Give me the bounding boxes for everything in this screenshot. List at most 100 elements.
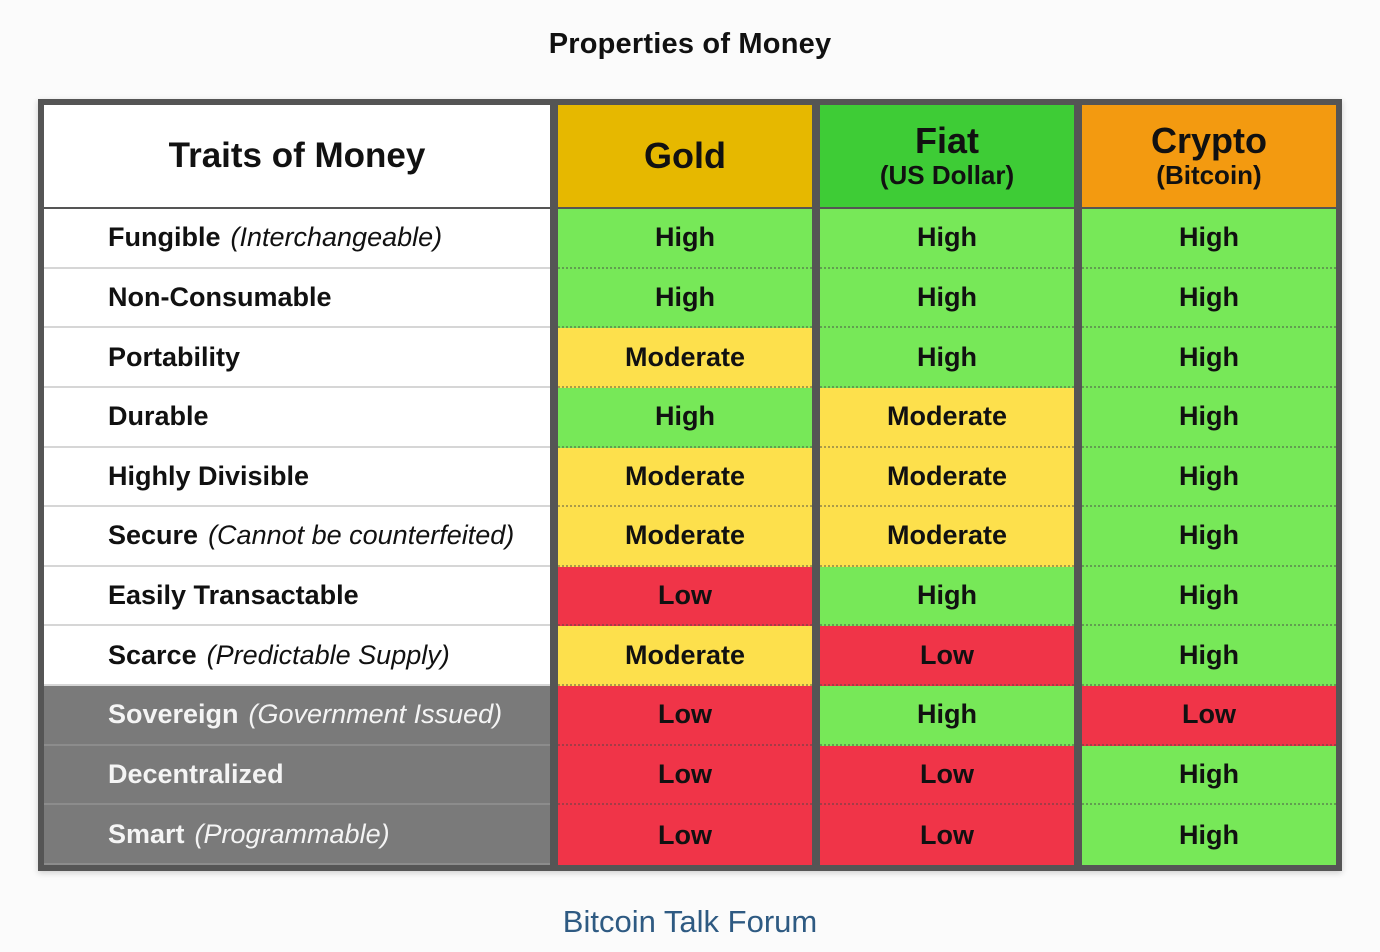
crypto-rating-cell: High xyxy=(1082,566,1336,627)
header-gold-label: Gold xyxy=(644,135,726,176)
image-caption: Bitcoin Talk Forum xyxy=(562,904,818,939)
trait-name: Non-Consumable xyxy=(108,281,332,312)
gold-rating-cell: Moderate xyxy=(558,447,812,508)
gold-rating-label: Low xyxy=(658,580,712,611)
crypto-rating-label: Low xyxy=(1182,699,1236,730)
trait-name: Highly Divisible xyxy=(108,460,310,491)
header-traits-label: Traits of Money xyxy=(168,136,426,175)
trait-name: Portability xyxy=(108,341,241,372)
trait-cell: Secure (Cannot be counterfeited) xyxy=(44,507,550,567)
crypto-rating-cell: High xyxy=(1082,328,1336,388)
crypto-rating-label: High xyxy=(1179,460,1239,491)
trait-cell: Fungible (Interchangeable) xyxy=(44,209,550,269)
fiat-rating-cell: High xyxy=(820,566,1074,627)
gold-rating-cell: High xyxy=(558,209,812,269)
gold-rating-label: Moderate xyxy=(624,341,746,372)
trait-cell: Sovereign (Government Issued) xyxy=(44,686,550,746)
header-crypto: Crypto (Bitcoin) xyxy=(1082,105,1336,209)
header-fiat-label: Fiat xyxy=(914,120,979,161)
fiat-rating-label: Moderate xyxy=(886,460,1008,491)
crypto-rating-label: High xyxy=(1179,819,1239,850)
fiat-rating-label: High xyxy=(917,341,977,372)
crypto-rating-cell: High xyxy=(1082,387,1336,448)
gold-rating-label: Low xyxy=(658,819,712,850)
trait-note: (Interchangeable) xyxy=(230,222,443,253)
gold-rating-cell: Low xyxy=(558,686,812,746)
trait-name: Smart xyxy=(108,818,185,849)
fiat-rating-cell: High xyxy=(820,686,1074,746)
header-fiat-sublabel: (US Dollar) xyxy=(879,160,1015,190)
crypto-rating-label: High xyxy=(1179,401,1239,432)
crypto-rating-cell: High xyxy=(1082,447,1336,508)
fiat-rating-label: Low xyxy=(920,759,974,790)
crypto-rating-cell: High xyxy=(1082,209,1336,269)
trait-cell: Decentralized xyxy=(44,745,550,806)
gold-rating-label: Moderate xyxy=(624,460,746,491)
trait-cell: Easily Transactable xyxy=(44,566,550,627)
properties-table-figure: Traits of Money Gold Fiat (US Dollar) Cr… xyxy=(38,99,1342,871)
gold-rating-cell: High xyxy=(558,387,812,448)
trait-note: (Cannot be counterfeited) xyxy=(208,520,515,551)
crypto-rating-label: High xyxy=(1179,759,1239,790)
trait-name: Decentralized xyxy=(108,759,284,790)
header-crypto-label: Crypto xyxy=(1151,120,1267,161)
fiat-rating-label: Low xyxy=(920,639,974,670)
header-traits: Traits of Money xyxy=(44,105,550,209)
gold-rating-cell: Low xyxy=(558,566,812,627)
crypto-rating-label: High xyxy=(1179,281,1239,312)
fiat-rating-label: Moderate xyxy=(886,520,1008,551)
trait-name: Scarce xyxy=(108,639,197,670)
gold-rating-cell: Low xyxy=(558,745,812,806)
gold-rating-label: Moderate xyxy=(624,639,746,670)
fiat-rating-label: High xyxy=(917,222,977,253)
trait-cell: Portability xyxy=(44,328,550,388)
trait-cell: Scarce (Predictable Supply) xyxy=(44,626,550,687)
header-gold: Gold xyxy=(558,105,812,209)
crypto-rating-label: High xyxy=(1179,580,1239,611)
page-title: Properties of Money xyxy=(548,28,832,60)
header-crypto-sublabel: (Bitcoin) xyxy=(1156,160,1262,190)
trait-name: Easily Transactable xyxy=(108,580,359,611)
crypto-rating-label: High xyxy=(1179,222,1239,253)
trait-note: (Predictable Supply) xyxy=(206,639,450,670)
fiat-rating-label: High xyxy=(917,699,977,730)
trait-name: Secure xyxy=(108,520,199,551)
trait-note: (Government Issued) xyxy=(248,699,503,730)
fiat-rating-cell: High xyxy=(820,209,1074,269)
crypto-rating-cell: High xyxy=(1082,507,1336,567)
trait-name: Sovereign xyxy=(108,699,239,730)
fiat-rating-label: High xyxy=(917,281,977,312)
fiat-rating-cell: Moderate xyxy=(820,507,1074,567)
trait-cell: Durable xyxy=(44,387,550,448)
gold-rating-label: Low xyxy=(658,759,712,790)
trait-name: Fungible xyxy=(108,222,221,253)
gold-rating-cell: Low xyxy=(558,805,812,865)
gold-rating-label: Moderate xyxy=(624,520,746,551)
gold-rating-cell: Moderate xyxy=(558,626,812,687)
gold-rating-label: High xyxy=(655,222,715,253)
crypto-rating-label: High xyxy=(1179,341,1239,372)
fiat-rating-cell: Low xyxy=(820,745,1074,806)
fiat-rating-cell: Moderate xyxy=(820,387,1074,448)
header-fiat: Fiat (US Dollar) xyxy=(820,105,1074,209)
trait-name: Durable xyxy=(108,401,209,432)
gold-rating-label: Low xyxy=(658,699,712,730)
gold-rating-cell: Moderate xyxy=(558,507,812,567)
crypto-rating-label: High xyxy=(1179,639,1239,670)
trait-cell: Non-Consumable xyxy=(44,268,550,329)
trait-cell: Smart (Programmable) xyxy=(44,805,550,865)
gold-rating-cell: High xyxy=(558,268,812,329)
gold-rating-label: High xyxy=(655,281,715,312)
gold-rating-cell: Moderate xyxy=(558,328,812,388)
fiat-rating-cell: Moderate xyxy=(820,447,1074,508)
fiat-rating-cell: High xyxy=(820,328,1074,388)
fiat-rating-cell: Low xyxy=(820,626,1074,687)
crypto-rating-cell: High xyxy=(1082,626,1336,687)
fiat-rating-cell: Low xyxy=(820,805,1074,865)
properties-table: Traits of Money Gold Fiat (US Dollar) Cr… xyxy=(44,105,1336,865)
crypto-rating-label: High xyxy=(1179,520,1239,551)
crypto-rating-cell: High xyxy=(1082,745,1336,806)
trait-note: (Programmable) xyxy=(194,818,390,849)
fiat-rating-label: Moderate xyxy=(886,401,1008,432)
